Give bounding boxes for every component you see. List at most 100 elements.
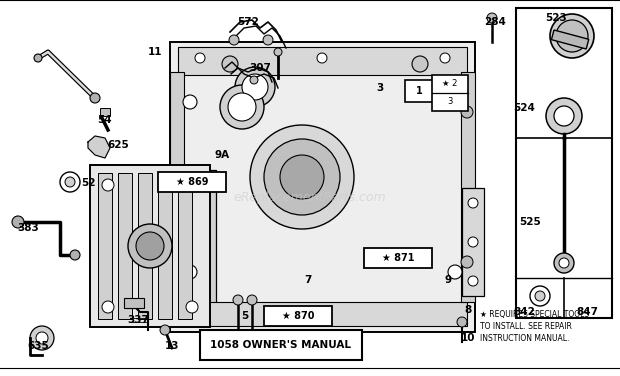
- Text: ★ 870: ★ 870: [281, 311, 314, 321]
- Bar: [178, 47, 467, 75]
- Circle shape: [183, 95, 197, 109]
- Circle shape: [556, 20, 588, 52]
- Circle shape: [235, 67, 275, 107]
- Bar: [178, 173, 192, 319]
- Circle shape: [186, 301, 198, 313]
- Circle shape: [554, 106, 574, 126]
- Text: 11: 11: [148, 47, 162, 57]
- Text: eReplacementParts.com: eReplacementParts.com: [234, 191, 386, 205]
- Circle shape: [128, 224, 172, 268]
- Bar: [461, 72, 475, 302]
- Text: 9A: 9A: [215, 150, 229, 160]
- Text: 1: 1: [415, 86, 422, 96]
- Circle shape: [535, 291, 545, 301]
- Text: 54: 54: [98, 115, 112, 125]
- Circle shape: [160, 325, 170, 335]
- Bar: [98, 173, 112, 319]
- Circle shape: [90, 93, 100, 103]
- Circle shape: [448, 265, 462, 279]
- Bar: [364, 248, 432, 268]
- Bar: [170, 42, 475, 332]
- Text: ★ REQUIRES SPECIAL TOOLS
TO INSTALL. SEE REPAIR
INSTRUCTION MANUAL.: ★ REQUIRES SPECIAL TOOLS TO INSTALL. SEE…: [480, 310, 589, 343]
- Text: 625: 625: [107, 140, 129, 150]
- Circle shape: [250, 76, 258, 84]
- Circle shape: [264, 139, 340, 215]
- Text: 3: 3: [447, 97, 453, 106]
- Bar: [90, 165, 210, 327]
- Text: ★ 869: ★ 869: [175, 177, 208, 187]
- Circle shape: [461, 106, 473, 118]
- Circle shape: [222, 56, 238, 72]
- Text: 523: 523: [545, 13, 567, 23]
- Bar: [405, 80, 433, 102]
- Text: 572: 572: [237, 17, 259, 27]
- Circle shape: [487, 13, 497, 23]
- Circle shape: [242, 74, 268, 100]
- Polygon shape: [88, 136, 110, 158]
- Text: 307: 307: [249, 63, 271, 73]
- Bar: [118, 173, 132, 319]
- Circle shape: [229, 35, 239, 45]
- Circle shape: [468, 237, 478, 247]
- Circle shape: [550, 14, 594, 58]
- Circle shape: [102, 301, 114, 313]
- Circle shape: [34, 54, 42, 62]
- Text: 847: 847: [576, 307, 598, 317]
- Bar: [462, 188, 484, 296]
- Text: 13: 13: [165, 341, 179, 351]
- Circle shape: [530, 286, 550, 306]
- Text: 524: 524: [513, 103, 535, 113]
- Bar: [264, 306, 332, 326]
- Text: ★ 871: ★ 871: [382, 253, 414, 263]
- Bar: [432, 75, 468, 111]
- Bar: [551, 30, 589, 49]
- Circle shape: [559, 258, 569, 268]
- Text: 383: 383: [17, 223, 39, 233]
- Circle shape: [317, 53, 327, 63]
- Text: 525: 525: [519, 217, 541, 227]
- Circle shape: [468, 276, 478, 286]
- Circle shape: [461, 256, 473, 268]
- Text: 52: 52: [81, 178, 95, 188]
- Bar: [170, 72, 184, 302]
- Circle shape: [440, 53, 450, 63]
- Bar: [516, 8, 612, 318]
- Circle shape: [247, 295, 257, 305]
- Text: 284: 284: [484, 17, 506, 27]
- Bar: [200, 330, 362, 360]
- Circle shape: [183, 265, 197, 279]
- Circle shape: [65, 177, 75, 187]
- Circle shape: [233, 295, 243, 305]
- Bar: [100, 108, 110, 116]
- Circle shape: [36, 332, 48, 344]
- Text: 635: 635: [27, 341, 49, 351]
- Text: 842: 842: [513, 307, 535, 317]
- Text: 10: 10: [461, 333, 476, 343]
- Text: ★ 2: ★ 2: [442, 79, 458, 88]
- Circle shape: [12, 216, 24, 228]
- Bar: [158, 172, 226, 192]
- Circle shape: [250, 125, 354, 229]
- Text: 5: 5: [241, 311, 249, 321]
- Text: 337: 337: [127, 315, 149, 325]
- Circle shape: [468, 198, 478, 208]
- Circle shape: [195, 53, 205, 63]
- Circle shape: [60, 172, 80, 192]
- Circle shape: [448, 95, 462, 109]
- Circle shape: [228, 93, 256, 121]
- Text: 3: 3: [376, 83, 384, 93]
- Text: 8: 8: [464, 305, 472, 315]
- Bar: [178, 302, 467, 326]
- Circle shape: [457, 317, 467, 327]
- Circle shape: [263, 35, 273, 45]
- Circle shape: [186, 179, 198, 191]
- Circle shape: [274, 48, 282, 56]
- Text: 7: 7: [304, 275, 312, 285]
- Bar: [124, 298, 144, 308]
- Text: 9: 9: [445, 275, 451, 285]
- Bar: [138, 173, 152, 319]
- Text: 1058 OWNER'S MANUAL: 1058 OWNER'S MANUAL: [211, 340, 352, 350]
- Bar: [158, 173, 172, 319]
- Bar: [198, 170, 216, 322]
- Circle shape: [546, 98, 582, 134]
